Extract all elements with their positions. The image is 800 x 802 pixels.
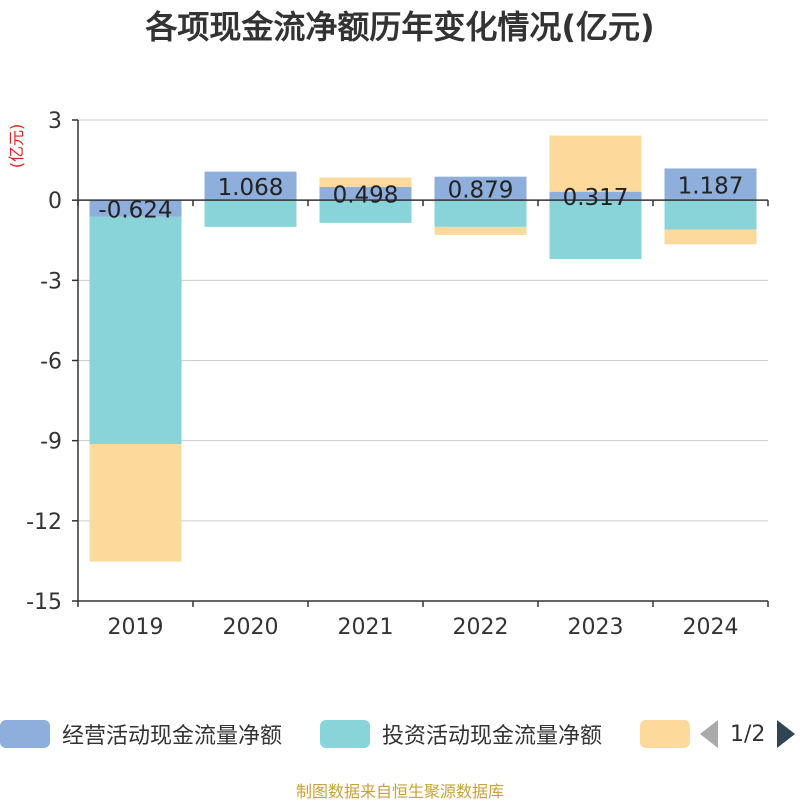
pager-next-icon[interactable]: [777, 720, 796, 748]
x-tick-label-2023: 2023: [568, 615, 624, 640]
legend-item-investing[interactable]: 投资活动现金流量净额: [320, 716, 602, 752]
y-tick-label-0: 3: [48, 109, 62, 134]
y-axis-title: (亿元): [7, 124, 26, 169]
bar-2019-s0: [89, 200, 182, 217]
legend-label-operating: 经营活动现金流量净额: [62, 724, 283, 749]
bar-2021-s2: [319, 177, 412, 187]
bar-2022-s1: [434, 200, 527, 227]
data-label-2024: 1.187: [678, 173, 744, 199]
bar-2024-s1: [664, 200, 757, 230]
bar-2019-s2: [89, 443, 182, 562]
pager-text: 1/2: [730, 721, 766, 747]
bar-2022-s2: [434, 226, 527, 235]
x-tick-label-2022: 2022: [453, 615, 509, 640]
bar-2023-s2: [549, 135, 642, 192]
bar-layer: [89, 135, 757, 562]
data-label-2022: 0.879: [448, 177, 514, 203]
data-label-2023: 0.317: [563, 185, 629, 211]
bar-2020-s0: [204, 171, 297, 201]
legend-swatch-operating: [0, 720, 50, 748]
data-label-2021: 0.498: [333, 183, 399, 209]
y-tick-label-6: -15: [26, 590, 62, 615]
bar-2021-s0: [319, 186, 412, 201]
data-label-2020: 1.068: [218, 175, 284, 201]
bar-2020-s1: [204, 200, 297, 227]
bar-2021-s1: [319, 200, 412, 223]
bar-2022-s0: [434, 176, 527, 201]
bar-2019-s1: [89, 216, 182, 444]
y-tick-label-4: -9: [40, 430, 62, 455]
y-tick-label-1: 0: [48, 189, 62, 214]
source-note: 制图数据来自恒生聚源数据库: [295, 782, 504, 801]
axis-layer: 3 0 -3 -6 -9 -12 -15 2019 2020 2021 2022 2023 2024 (亿…: [7, 109, 769, 640]
bar-2024-s0: [664, 168, 757, 201]
x-tick-label-2021: 2021: [338, 615, 394, 640]
x-tick-label-2020: 2020: [223, 615, 279, 640]
y-tick-label-2: -3: [40, 269, 62, 294]
bar-2023-s0: [549, 191, 642, 201]
legend-pager: 1/2: [700, 716, 796, 752]
chart-plot: 3 0 -3 -6 -9 -12 -15 2019 2020 2021 2022 2023 2024 (亿…: [7, 109, 769, 640]
bar-2024-s2: [664, 229, 757, 245]
legend-swatch-financing: [640, 720, 690, 748]
chart-title: 各项现金流净额历年变化情况(亿元): [145, 8, 655, 46]
label-layer: -0.624 1.068 0.498 0.879 0.317 1.187: [98, 173, 743, 223]
y-tick-label-3: -6: [40, 350, 62, 375]
data-label-2019: -0.624: [98, 198, 172, 224]
legend-swatch-investing: [320, 720, 370, 748]
pager-prev-icon[interactable]: [700, 720, 718, 748]
legend-item-operating[interactable]: 经营活动现金流量净额: [0, 716, 282, 752]
y-tick-label-5: -12: [26, 510, 62, 535]
legend-label-investing: 投资活动现金流量净额: [382, 724, 603, 749]
legend-item-financing[interactable]: [640, 716, 690, 752]
x-tick-label-2024: 2024: [683, 615, 739, 640]
bar-2023-s1: [549, 200, 642, 259]
x-tick-label-2019: 2019: [108, 615, 164, 640]
